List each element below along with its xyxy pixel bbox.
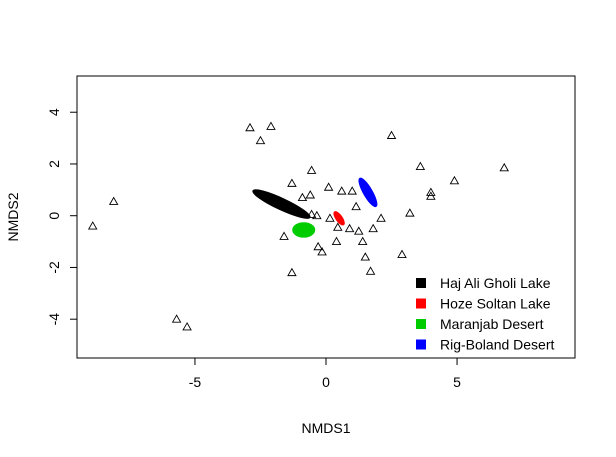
scatter-point: [297, 192, 308, 202]
scatter-point: [376, 213, 386, 222]
legend-label: Rig-Boland Desert: [440, 337, 554, 353]
scatter-point: [108, 196, 119, 205]
y-tick-label: 2: [46, 160, 62, 168]
legend-label: Maranjab Desert: [440, 316, 544, 332]
scatter-point: [386, 130, 397, 139]
scatter-point: [245, 122, 255, 132]
x-tick-label: 0: [322, 374, 330, 390]
legend-swatch: [416, 339, 426, 350]
scatter-point: [405, 208, 415, 217]
scatter-point: [331, 236, 342, 246]
scatter-point: [357, 236, 368, 246]
scatter-point: [305, 190, 316, 199]
scatter-point: [313, 241, 323, 251]
scatter-point: [353, 226, 364, 235]
scatter-point: [499, 162, 510, 172]
x-axis-label: NMDS1: [301, 420, 350, 436]
scatter-point: [171, 314, 182, 323]
scatter-point: [287, 178, 297, 187]
legend-label: Hoze Soltan Lake: [440, 296, 551, 312]
scatter-point: [426, 187, 436, 196]
scatter-point: [351, 201, 361, 211]
scatter-point: [306, 209, 317, 218]
legend-label: Haj Ali Gholi Lake: [440, 275, 551, 291]
scatter-point: [426, 191, 436, 200]
x-axis: -5 0 5: [189, 357, 461, 390]
scatter-point: [317, 247, 327, 256]
y-tick-label: -4: [46, 313, 62, 326]
y-tick-label: 4: [46, 108, 62, 116]
ellipse-haj-ali-gholi-lake: [252, 189, 311, 219]
ellipse-maranjab-desert: [292, 222, 316, 238]
scatter-point: [449, 175, 460, 185]
ellipse-hoze-soltan-lake: [333, 211, 345, 226]
legend-swatch: [416, 319, 426, 329]
x-tick-label: 5: [453, 374, 461, 390]
scatter-point: [266, 121, 276, 130]
scatter-point: [368, 223, 378, 233]
scatter-point: [325, 213, 335, 222]
scatter-point: [323, 182, 334, 191]
scatter-point: [336, 186, 347, 195]
scatter-point: [397, 249, 407, 258]
legend-swatch: [416, 298, 426, 309]
scatter-point: [87, 221, 98, 230]
scatter-point: [287, 267, 297, 277]
legend-swatch: [416, 278, 426, 288]
group-ellipses: [252, 177, 378, 238]
y-axis: -4 -2 0 2 4: [46, 108, 78, 326]
scatter-point: [312, 210, 322, 220]
y-tick-label: 0: [46, 212, 62, 220]
scatter-point: [344, 223, 355, 233]
scatter-point: [365, 266, 376, 275]
scatter-point: [415, 161, 426, 171]
scatter-point: [347, 186, 357, 195]
scatter-point: [255, 135, 266, 145]
y-tick-label: -2: [46, 261, 62, 274]
scatter-point: [279, 231, 289, 240]
ellipse-rig-boland-desert: [358, 177, 378, 208]
scatter-point: [306, 165, 317, 174]
scatter-point: [333, 222, 343, 231]
scatter-points: [87, 121, 510, 331]
x-tick-label: -5: [189, 374, 202, 390]
legend: Haj Ali Gholi Lake Hoze Soltan Lake Maranj…: [416, 275, 554, 353]
y-axis-label: NMDS2: [5, 192, 21, 241]
scatter-point: [360, 252, 371, 261]
scatter-point: [182, 322, 192, 331]
